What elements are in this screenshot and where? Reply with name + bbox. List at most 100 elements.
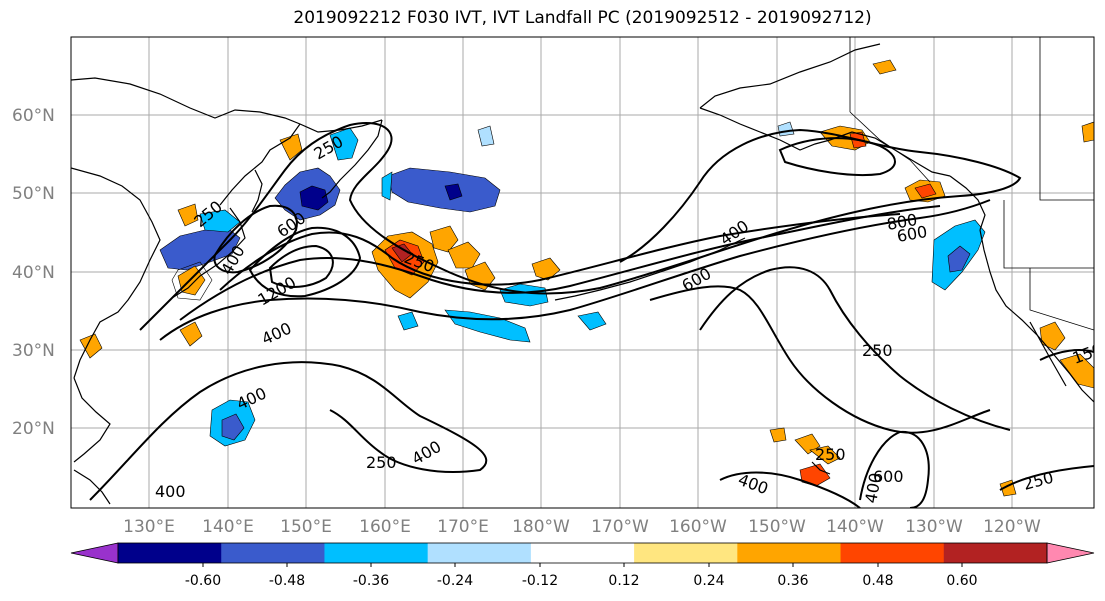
lat-label-40: 40°N	[12, 263, 55, 283]
lon-label-180w: 180°W	[512, 517, 570, 537]
colorbar-ticks: -0.60 -0.48 -0.36 -0.24 -0.12 0.12 0.24 0.36 0.4…	[185, 563, 978, 589]
lon-label-170e: 170°E	[437, 517, 489, 537]
shade-blue-wcoast	[947, 245, 971, 273]
colorbar-swatch	[324, 543, 429, 563]
lat-label-20: 20°N	[12, 419, 55, 439]
coast-baja	[1029, 321, 1067, 387]
shade-orange-wpac	[179, 321, 203, 347]
colorbar-swatch	[530, 543, 635, 563]
lon-label-120w: 120°W	[983, 517, 1041, 537]
contour-hawaii-loop	[859, 430, 930, 508]
coast-alaska-north	[699, 43, 881, 109]
contour-east-1	[649, 285, 991, 434]
contour-label-11: 400	[155, 482, 186, 501]
contour-bottom-mid	[719, 471, 861, 508]
colorbar-swatch	[840, 543, 945, 563]
shade-cyan-midpac-3	[397, 311, 419, 331]
contour-label-16: 250	[862, 341, 893, 360]
shade-lightblue-bering	[477, 125, 495, 147]
colorbar-tick-label: -0.36	[353, 573, 389, 589]
colorbar-tick-label: -0.60	[185, 573, 221, 589]
borders	[849, 37, 1094, 331]
lon-label-160e: 160°E	[359, 517, 411, 537]
contour-400-outer	[159, 199, 991, 341]
shade-orange-far	[1081, 121, 1094, 143]
lat-axis: 60°N 50°N 40°N 30°N 20°N	[12, 106, 55, 439]
figure-title: 2019092212 F030 IVT, IVT Landfall PC (20…	[293, 8, 872, 28]
colorbar	[70, 542, 1095, 564]
lon-label-140w: 140°W	[826, 517, 884, 537]
shade-orange-hawaii-3	[809, 445, 841, 465]
shade-orange-5	[531, 257, 561, 281]
shade-orange-3	[447, 241, 481, 269]
coast-hawaii	[811, 461, 831, 475]
shade-orange-phil	[79, 333, 103, 359]
shade-navy-kamchatka	[299, 185, 329, 211]
colorbar-tick-label: 0.24	[693, 573, 724, 589]
coast-sakhalin	[251, 169, 263, 213]
colorbar-swatch	[634, 543, 738, 563]
contour-ak-loop	[778, 137, 896, 177]
lat-label-30: 30°N	[12, 341, 55, 361]
contour-bottom-right	[999, 465, 1094, 491]
shade-yellow-japan-ring	[171, 261, 213, 301]
shade-cyan-japan	[199, 209, 241, 233]
coast-kamchatka	[321, 119, 383, 199]
lon-label-170w: 170°W	[591, 517, 649, 537]
shade-orange-ak	[872, 59, 897, 75]
shade-blue-aleutian	[387, 167, 501, 213]
lat-label-60: 60°N	[12, 106, 55, 126]
lon-label-150w: 150°W	[748, 517, 806, 537]
contour-250-south	[89, 361, 488, 501]
shade-orange-japan-n	[177, 203, 199, 227]
contour-se	[1039, 349, 1094, 361]
lon-label-150e: 150°E	[280, 517, 332, 537]
contour-1200	[268, 244, 334, 288]
colorbar-tick-label: 0.60	[946, 573, 977, 589]
shade-navy-aleutian	[444, 183, 463, 201]
coast-japan	[171, 207, 246, 299]
shade-blue-subtrop	[221, 413, 245, 441]
shade-orange-eq2	[769, 427, 787, 443]
shade-cyan-aleutian	[381, 171, 393, 201]
contour-label-9: 250	[366, 453, 397, 472]
colorbar-swatch	[221, 543, 325, 563]
colorbar-swatch	[737, 543, 842, 563]
contour-400-inner	[179, 205, 941, 321]
shade-cyan-np	[577, 311, 607, 331]
contour-label-19: 600	[873, 467, 904, 486]
coast-bc	[949, 175, 986, 231]
colorbar-extend-min	[70, 542, 119, 564]
lon-axis: 130°E 140°E 150°E 160°E 170°E 180°W 170°…	[123, 517, 1041, 537]
lat-label-50: 50°N	[12, 184, 55, 204]
coast-korea-china	[71, 167, 161, 379]
contour-250-outer	[139, 122, 1022, 331]
contour-west-loop	[213, 204, 298, 274]
lon-label-130e: 130°E	[123, 517, 175, 537]
coast-okhotsk-west	[219, 123, 301, 206]
lon-label-140e: 140°E	[202, 517, 254, 537]
shade-orange-2	[429, 225, 459, 253]
lon-label-160w: 160°W	[669, 517, 727, 537]
coast-alaska-west	[699, 107, 951, 177]
shade-orange-mexico	[1039, 321, 1066, 351]
colorbar-tick-label: 0.48	[862, 573, 893, 589]
colorbar-tick-label: 0.12	[608, 573, 639, 589]
colorbar-tick-label: -0.48	[269, 573, 305, 589]
lon-label-130w: 130°W	[905, 517, 963, 537]
contour-east-2	[699, 266, 1011, 431]
coast-china-south	[73, 377, 111, 463]
colorbar-extend-max	[1046, 542, 1095, 564]
colorbar-swatch	[118, 543, 222, 563]
colorbar-tick-label: -0.24	[437, 573, 473, 589]
contour-label-17: 250	[815, 445, 846, 464]
colorbar-frame	[117, 542, 1048, 564]
colorbar-tick-label: -0.12	[522, 573, 558, 589]
colorbar-swatch	[943, 543, 1048, 563]
map-frame	[70, 36, 1095, 509]
coast-uswest	[979, 229, 1094, 403]
shade-blue-japan	[159, 225, 241, 271]
colorbar-swatch	[427, 543, 532, 563]
colorbar-tick-label: 0.36	[777, 573, 808, 589]
